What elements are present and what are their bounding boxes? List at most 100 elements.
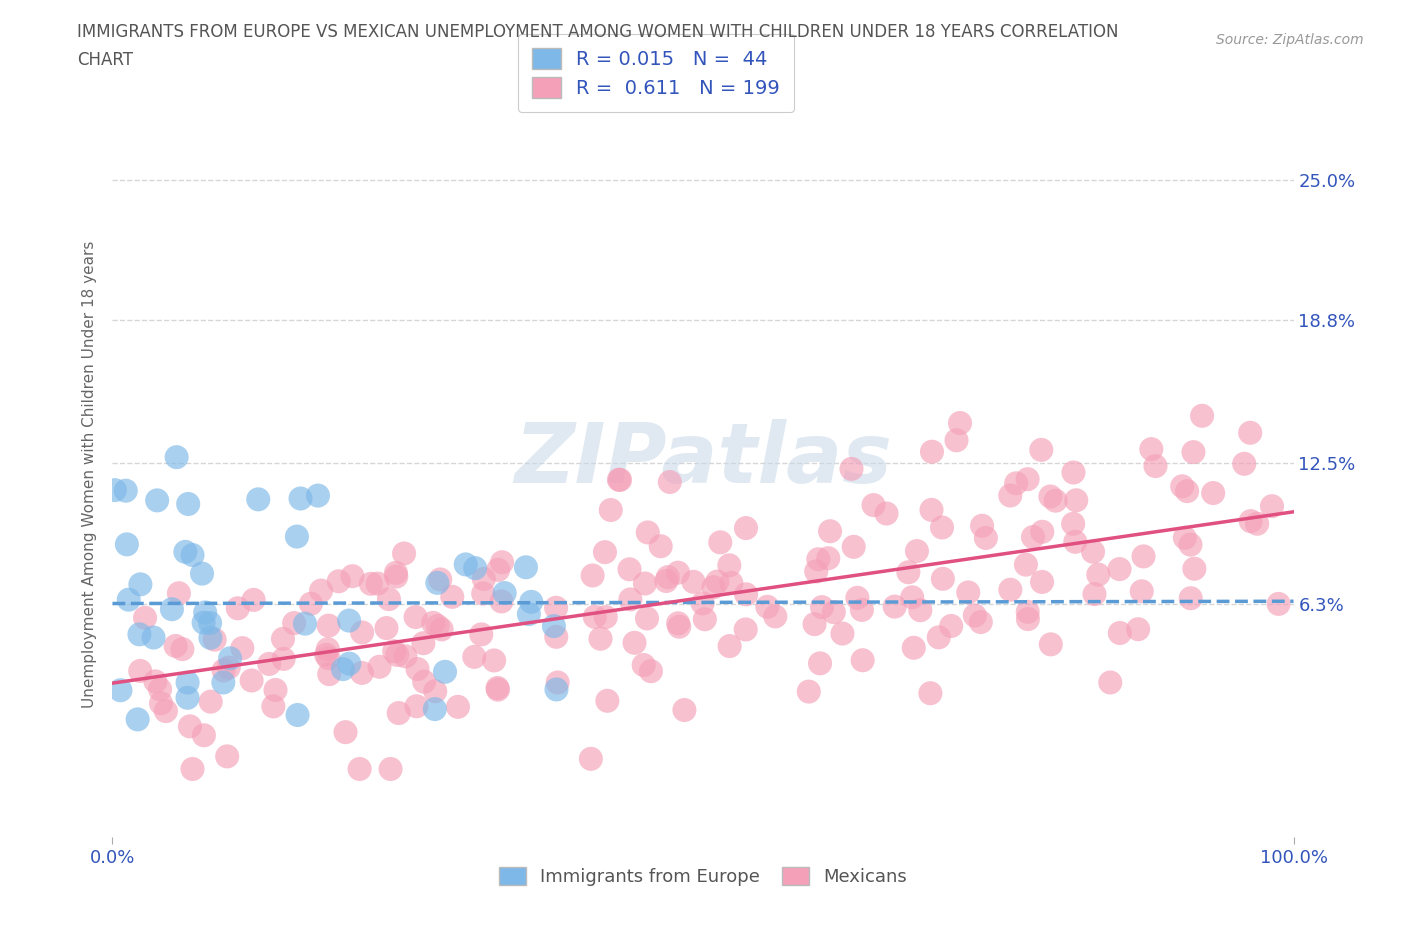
Point (619, 562, 641, 577)
Y-axis label: Unemployment Among Women with Children Under 18 years: Unemployment Among Women with Children U… (82, 241, 97, 708)
Point (118, 592, 141, 607)
Point (160, 602, 183, 617)
Point (1081, 544, 1104, 559)
Point (970, 615, 993, 630)
Point (360, 577, 382, 591)
Point (581, 568, 603, 583)
Point (1171, 479, 1194, 494)
Point (204, 632, 226, 647)
Point (655, 574, 678, 589)
Point (1239, 425, 1261, 440)
Point (375, 620, 398, 635)
Point (517, 606, 540, 621)
Point (811, 600, 834, 615)
Point (352, 625, 374, 640)
Point (634, 576, 657, 591)
Point (1000, 582, 1022, 597)
Point (756, 599, 779, 614)
Point (841, 461, 863, 476)
Point (846, 591, 869, 605)
Point (194, 605, 217, 620)
Point (200, 694, 222, 709)
Point (447, 699, 470, 714)
Point (406, 661, 429, 676)
Point (200, 631, 222, 645)
Point (546, 682, 568, 697)
Point (658, 474, 681, 489)
Point (318, 618, 340, 633)
Point (1132, 549, 1154, 564)
Text: ZIPatlas: ZIPatlas (515, 419, 891, 500)
Point (350, 666, 373, 681)
Point (174, 544, 197, 559)
Point (429, 572, 451, 587)
Point (349, 762, 371, 777)
Point (1180, 538, 1202, 552)
Point (637, 525, 659, 539)
Point (262, 699, 284, 714)
Point (823, 604, 845, 619)
Point (901, 590, 924, 604)
Point (316, 642, 339, 657)
Point (385, 565, 408, 580)
Point (177, 497, 200, 512)
Point (876, 506, 898, 521)
Point (307, 488, 329, 503)
Point (595, 610, 617, 625)
Point (1015, 557, 1038, 572)
Point (1261, 498, 1284, 513)
Point (928, 630, 950, 644)
Point (702, 579, 724, 594)
Point (434, 664, 457, 679)
Point (957, 585, 980, 600)
Point (337, 657, 360, 671)
Point (921, 502, 943, 517)
Point (198, 616, 221, 631)
Point (1087, 567, 1109, 582)
Point (706, 574, 728, 589)
Point (454, 557, 477, 572)
Point (718, 639, 741, 654)
Point (1174, 530, 1197, 545)
Point (378, 591, 401, 606)
Point (974, 530, 997, 545)
Point (309, 583, 332, 598)
Point (257, 657, 280, 671)
Point (176, 690, 198, 705)
Point (142, 631, 165, 645)
Point (1180, 591, 1202, 605)
Point (264, 683, 287, 698)
Point (547, 675, 569, 690)
Point (1064, 493, 1087, 508)
Point (803, 617, 825, 631)
Point (1182, 562, 1205, 577)
Point (242, 592, 264, 607)
Point (599, 502, 621, 517)
Point (470, 627, 492, 642)
Point (666, 565, 689, 580)
Point (494, 586, 516, 601)
Point (1191, 408, 1213, 423)
Point (720, 576, 742, 591)
Point (472, 586, 495, 601)
Point (596, 694, 619, 709)
Point (405, 610, 427, 625)
Point (430, 622, 453, 637)
Point (380, 762, 402, 777)
Point (486, 683, 509, 698)
Point (1233, 457, 1256, 472)
Point (949, 416, 972, 431)
Point (129, 663, 152, 678)
Point (1064, 535, 1087, 550)
Point (852, 653, 875, 668)
Point (735, 521, 758, 536)
Point (1022, 529, 1045, 544)
Point (290, 491, 312, 506)
Point (299, 596, 322, 611)
Point (191, 566, 214, 581)
Point (218, 660, 240, 675)
Point (593, 545, 616, 560)
Point (1039, 637, 1062, 652)
Point (1045, 493, 1067, 508)
Point (1083, 587, 1105, 602)
